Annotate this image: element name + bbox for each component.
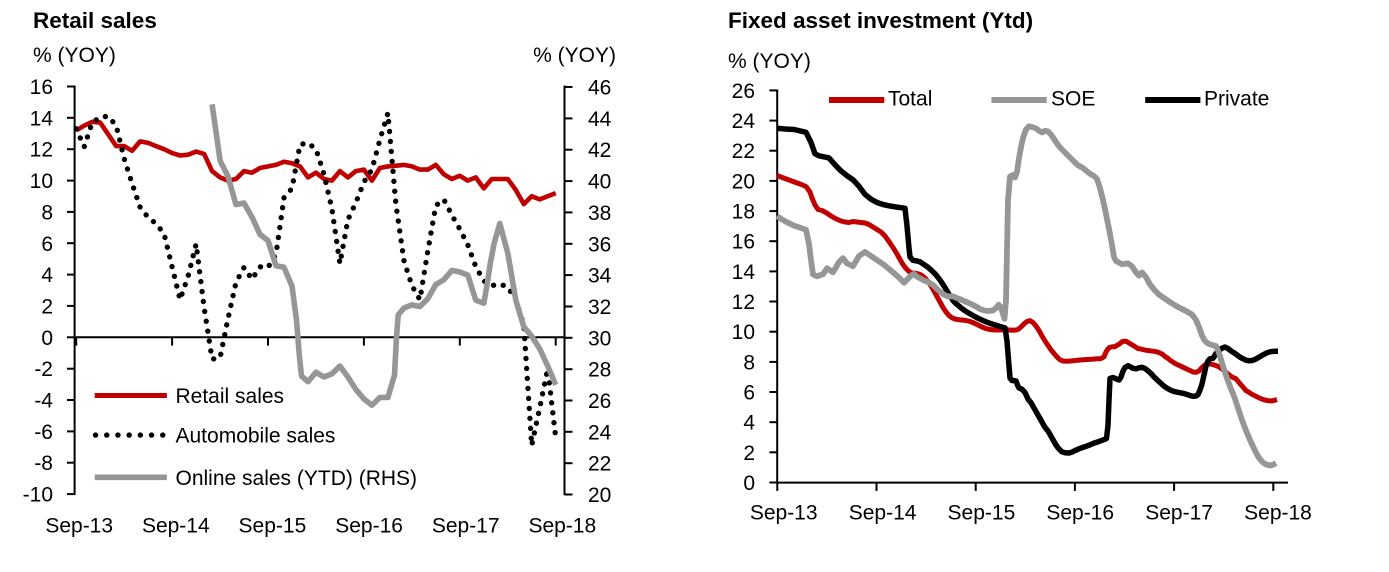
svg-text:Private: Private xyxy=(1204,88,1269,111)
svg-text:-2: -2 xyxy=(34,358,53,381)
svg-text:Sep-17: Sep-17 xyxy=(432,515,500,538)
svg-text:Total: Total xyxy=(888,88,932,111)
svg-text:Sep-15: Sep-15 xyxy=(239,515,307,538)
svg-text:44: 44 xyxy=(588,108,612,131)
svg-text:6: 6 xyxy=(743,382,755,405)
svg-text:20: 20 xyxy=(588,484,611,507)
svg-text:% (YOY): % (YOY) xyxy=(533,44,616,67)
svg-text:Retail sales: Retail sales xyxy=(33,8,157,33)
svg-text:-10: -10 xyxy=(23,484,53,507)
svg-text:24: 24 xyxy=(732,110,756,133)
svg-text:2: 2 xyxy=(41,295,53,318)
svg-text:Retail sales: Retail sales xyxy=(176,385,285,408)
svg-text:-6: -6 xyxy=(34,421,53,444)
svg-text:8: 8 xyxy=(743,351,755,374)
svg-text:6: 6 xyxy=(41,233,53,256)
svg-text:Online sales (YTD) (RHS): Online sales (YTD) (RHS) xyxy=(176,467,418,490)
svg-text:40: 40 xyxy=(588,171,611,194)
svg-text:Sep-14: Sep-14 xyxy=(849,502,917,525)
svg-text:46: 46 xyxy=(588,77,611,100)
svg-text:% (YOY): % (YOY) xyxy=(33,44,116,67)
svg-text:0: 0 xyxy=(743,472,755,495)
svg-text:Sep-15: Sep-15 xyxy=(948,502,1016,525)
svg-text:22: 22 xyxy=(588,453,611,476)
svg-text:8: 8 xyxy=(41,201,53,224)
svg-text:14: 14 xyxy=(30,107,54,130)
svg-text:34: 34 xyxy=(588,265,612,288)
svg-text:10: 10 xyxy=(732,321,755,344)
svg-text:28: 28 xyxy=(588,359,611,382)
svg-text:26: 26 xyxy=(588,390,611,413)
svg-text:12: 12 xyxy=(732,291,755,314)
svg-text:Sep-13: Sep-13 xyxy=(750,502,818,525)
svg-text:16: 16 xyxy=(732,231,755,254)
svg-text:-4: -4 xyxy=(34,390,53,413)
svg-text:26: 26 xyxy=(732,80,755,103)
svg-text:% (YOY): % (YOY) xyxy=(728,50,811,73)
svg-text:10: 10 xyxy=(30,170,53,193)
svg-text:Sep-18: Sep-18 xyxy=(528,515,596,538)
svg-text:30: 30 xyxy=(588,327,611,350)
svg-text:4: 4 xyxy=(743,412,755,435)
svg-text:2: 2 xyxy=(743,442,755,465)
svg-text:-8: -8 xyxy=(34,452,53,475)
svg-text:14: 14 xyxy=(732,261,756,284)
svg-text:36: 36 xyxy=(588,233,611,256)
svg-text:22: 22 xyxy=(732,140,755,163)
svg-text:0: 0 xyxy=(41,327,53,350)
svg-text:38: 38 xyxy=(588,202,611,225)
svg-text:Fixed asset investment (Ytd): Fixed asset investment (Ytd) xyxy=(728,8,1033,33)
svg-text:42: 42 xyxy=(588,139,611,162)
svg-text:18: 18 xyxy=(732,201,755,224)
svg-text:12: 12 xyxy=(30,139,53,162)
svg-text:Automobile sales: Automobile sales xyxy=(176,425,336,448)
svg-text:Sep-14: Sep-14 xyxy=(142,515,210,538)
svg-text:4: 4 xyxy=(41,264,53,287)
svg-text:32: 32 xyxy=(588,296,611,319)
svg-text:Sep-13: Sep-13 xyxy=(45,515,113,538)
svg-text:Sep-18: Sep-18 xyxy=(1244,502,1312,525)
svg-text:SOE: SOE xyxy=(1051,88,1095,111)
svg-text:16: 16 xyxy=(30,76,53,99)
svg-text:Sep-17: Sep-17 xyxy=(1145,502,1213,525)
svg-text:Sep-16: Sep-16 xyxy=(1046,502,1114,525)
svg-text:20: 20 xyxy=(732,170,755,193)
svg-text:Sep-16: Sep-16 xyxy=(335,515,403,538)
svg-text:24: 24 xyxy=(588,421,612,444)
